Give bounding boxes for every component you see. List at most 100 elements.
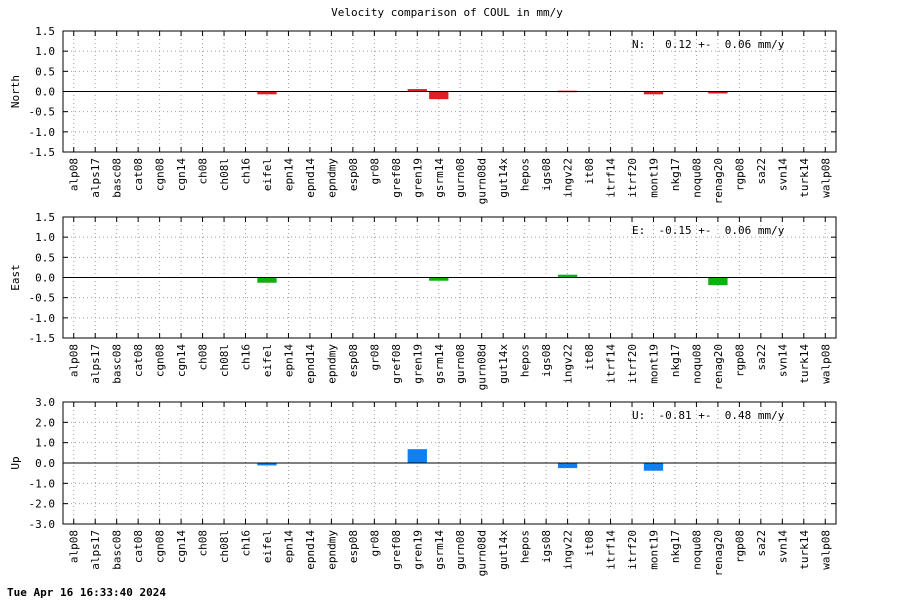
x-tick-label: gr08 xyxy=(368,158,381,185)
x-tick-label: sa22 xyxy=(755,530,768,557)
x-tick-label: nkg17 xyxy=(669,344,682,377)
bar-eifel xyxy=(257,463,277,466)
y-tick-label: -1.0 xyxy=(29,477,56,490)
y-tick-label: -1.0 xyxy=(29,126,56,139)
y-tick-label: 3.0 xyxy=(35,396,55,409)
x-tick-label: hepos xyxy=(519,530,532,563)
x-tick-label: itrf14 xyxy=(605,344,618,384)
panel-north: 1.5 1.0 0.5 0.0 -0.5 -1.0 -1.5 alp08 alps17 basc0… xyxy=(9,25,837,204)
x-tick-label: turk14 xyxy=(798,344,811,384)
x-tick-label: epnd14 xyxy=(304,158,317,198)
x-tick-label: ingv22 xyxy=(562,344,575,384)
y-tick-label: 0.0 xyxy=(35,86,55,99)
y-tick-label: -3.0 xyxy=(29,518,56,531)
panel-up: 3.0 2.0 1.0 0.0 -1.0 -2.0 -3.0 alp08 alps17 basc0… xyxy=(9,396,837,576)
panel-east: 1.5 1.0 0.5 0.0 -0.5 -1.0 -1.5 alp08 alps17 basc0… xyxy=(9,211,837,390)
x-tick-label: svn14 xyxy=(776,158,789,191)
x-tick-label: epndmy xyxy=(325,344,338,384)
y-tick-label: 0.0 xyxy=(35,272,55,285)
x-tick-label: gsrm14 xyxy=(433,158,446,198)
bar-renag20 xyxy=(708,277,728,286)
x-tick-label: epn14 xyxy=(282,344,295,377)
x-tick-label: sa22 xyxy=(755,344,768,371)
x-tick-label: rgp08 xyxy=(733,344,746,377)
x-tick-label: ch08 xyxy=(197,344,210,371)
x-tick-label: svn14 xyxy=(776,344,789,377)
x-tick-label: gsrm14 xyxy=(433,530,446,570)
x-tick-label: noqu08 xyxy=(690,158,703,198)
x-tick-label: cat08 xyxy=(132,530,145,563)
x-tick-label: walp08 xyxy=(819,344,832,384)
x-tick-label: nkg17 xyxy=(669,158,682,191)
x-tick-label: mont19 xyxy=(647,530,660,570)
y-tick-label: -1.0 xyxy=(29,312,56,325)
x-tick-label: hepos xyxy=(519,344,532,377)
x-tick-label: esp08 xyxy=(347,344,360,377)
x-tick-label: cgn14 xyxy=(175,344,188,377)
x-tick-label: itrf14 xyxy=(605,158,618,198)
bar-renag20 xyxy=(708,91,728,94)
x-tick-label: svn14 xyxy=(776,530,789,563)
x-tick-label: gsrm14 xyxy=(433,344,446,384)
x-tick-label: basc08 xyxy=(111,158,124,198)
x-tick-label: rgp08 xyxy=(733,158,746,191)
x-tick-label: eifel xyxy=(261,158,274,191)
x-tick-label: gurn08 xyxy=(454,344,467,384)
x-tick-label: eifel xyxy=(261,344,274,377)
x-tick-label: rgp08 xyxy=(733,530,746,563)
x-tick-label: ch16 xyxy=(240,344,253,371)
velocity-annotation: E: -0.15 +- 0.06 mm/y xyxy=(632,224,785,237)
y-tick-label: 1.0 xyxy=(35,45,55,58)
x-tick-label: cgn08 xyxy=(154,530,167,563)
x-tick-label: ch16 xyxy=(240,530,253,557)
x-tick-label: noqu08 xyxy=(690,530,703,570)
y-tick-label: 1.0 xyxy=(35,231,55,244)
x-tick-label: ch08 xyxy=(197,530,210,557)
x-tick-label: gurn08 xyxy=(454,530,467,570)
y-tick-label: -1.5 xyxy=(29,146,56,159)
x-tick-label: ch08l xyxy=(218,530,231,563)
x-tick-label: ch08 xyxy=(197,158,210,185)
x-tick-label: esp08 xyxy=(347,158,360,191)
bar-gren19 xyxy=(407,89,427,92)
x-tick-label: renag20 xyxy=(712,158,725,204)
x-tick-label: esp08 xyxy=(347,530,360,563)
x-tick-label: ingv22 xyxy=(562,158,575,198)
y-tick-label: 0.5 xyxy=(35,251,55,264)
x-tick-label: ch16 xyxy=(240,158,253,185)
x-tick-label: igs08 xyxy=(540,530,553,563)
x-tick-label: gref08 xyxy=(390,158,403,198)
x-tick-label: igs08 xyxy=(540,158,553,191)
x-tick-label: gut14x xyxy=(497,530,510,570)
y-axis-label: North xyxy=(9,75,22,108)
x-tick-label: epndmy xyxy=(325,158,338,198)
y-tick-label: 2.0 xyxy=(35,416,55,429)
bar-mont19 xyxy=(643,463,664,471)
x-tick-label: gren19 xyxy=(411,344,424,384)
bar-mont19 xyxy=(643,91,664,95)
x-tick-label: gurn08d xyxy=(476,158,489,204)
x-tick-label: cgn08 xyxy=(154,158,167,191)
x-tick-label: epnd14 xyxy=(304,344,317,384)
y-tick-label: 0.5 xyxy=(35,65,55,78)
bar-gren19 xyxy=(407,449,427,463)
y-axis-label: East xyxy=(9,264,22,291)
x-tick-label: gurn08d xyxy=(476,530,489,576)
y-tick-label: -0.5 xyxy=(29,106,56,119)
bar-gsrm14 xyxy=(429,277,449,281)
footer-timestamp: Tue Apr 16 16:33:40 2024 xyxy=(7,586,166,599)
x-tick-label: gr08 xyxy=(368,344,381,371)
x-tick-label: epnd14 xyxy=(304,530,317,570)
bar-ingv22 xyxy=(557,274,578,278)
x-tick-label: renag20 xyxy=(712,530,725,576)
x-tick-label: noqu08 xyxy=(690,344,703,384)
x-tick-label: it08 xyxy=(583,344,596,371)
x-tick-label: cgn14 xyxy=(175,530,188,563)
x-tick-label: itrf20 xyxy=(626,530,639,570)
bar-eifel xyxy=(257,91,277,95)
y-axis-label: Up xyxy=(9,456,22,469)
x-tick-label: mont19 xyxy=(647,158,660,198)
x-tick-label: gurn08 xyxy=(454,158,467,198)
x-tick-label: alp08 xyxy=(68,530,81,563)
